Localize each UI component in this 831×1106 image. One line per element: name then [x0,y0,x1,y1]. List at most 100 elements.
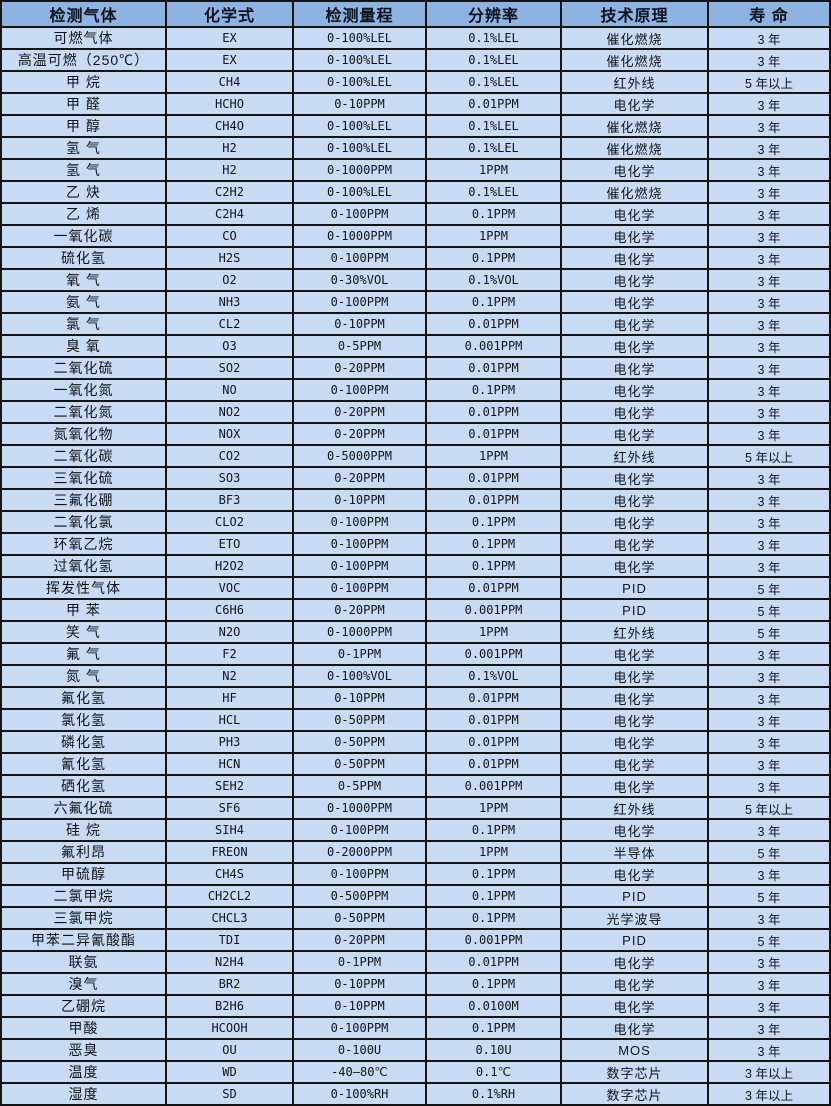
gas-name-cell: 氮 气 [0,664,167,688]
gas-name-cell: 联氨 [0,950,167,974]
gas-name-cell: 二氧化氯 [0,510,167,534]
principle-cell: 电化学 [560,686,709,710]
gas-name-cell: 乙 烯 [0,202,167,226]
gas-name-cell: 三氯甲烷 [0,906,167,930]
lifespan-cell: 3 年 [707,26,831,50]
gas-name-cell: 温度 [0,1060,167,1084]
range-cell: 0-1PPM [292,950,427,974]
lifespan-cell: 3 年 [707,774,831,798]
gas-name-cell: 过氧化氢 [0,554,167,578]
formula-cell: SIH4 [165,818,294,842]
table-row: 三氟化硼 BF3 0-10PPM 0.01PPM 电化学 3 年 [0,488,831,512]
column-header-lifespan: 寿 命 [707,0,831,28]
range-cell: 0-100PPM [292,378,427,402]
formula-cell: EX [165,48,294,72]
range-cell: -40—80℃ [292,1060,427,1084]
principle-cell: 红外线 [560,796,709,820]
formula-cell: CH4 [165,70,294,94]
principle-cell: 电化学 [560,466,709,490]
gas-name-cell: 溴气 [0,972,167,996]
table-row: 甲苯二异氰酸酯 TDI 0-20PPM 0.001PPM PID 5 年 [0,928,831,952]
principle-cell: 数字芯片 [560,1082,709,1106]
lifespan-cell: 3 年 [707,1016,831,1040]
formula-cell: NO2 [165,400,294,424]
lifespan-cell: 3 年 [707,554,831,578]
lifespan-cell: 3 年 [707,422,831,446]
range-cell: 0-1000PPM [292,224,427,248]
resolution-cell: 0.001PPM [425,642,562,666]
principle-cell: 红外线 [560,444,709,468]
range-cell: 0-100%RH [292,1082,427,1106]
table-row: 三氯甲烷 CHCL3 0-50PPM 0.1PPM 光学波导 3 年 [0,906,831,930]
lifespan-cell: 3 年 [707,730,831,754]
formula-cell: CH4O [165,114,294,138]
formula-cell: SO3 [165,466,294,490]
gas-name-cell: 挥发性气体 [0,576,167,600]
resolution-cell: 0.1PPM [425,972,562,996]
resolution-cell: 1PPM [425,158,562,182]
principle-cell: 电化学 [560,730,709,754]
resolution-cell: 0.1%LEL [425,26,562,50]
resolution-cell: 0.01PPM [425,488,562,512]
formula-cell: HCHO [165,92,294,116]
table-row: 氢 气 H2 0-100%LEL 0.1%LEL 催化燃烧 3 年 [0,136,831,160]
table-row: 氟 气 F2 0-1PPM 0.001PPM 电化学 3 年 [0,642,831,666]
gas-name-cell: 硅 烷 [0,818,167,842]
principle-cell: 电化学 [560,422,709,446]
resolution-cell: 0.1%LEL [425,70,562,94]
resolution-cell: 0.1PPM [425,510,562,534]
lifespan-cell: 3 年 [707,136,831,160]
table-row: 高温可燃（250℃） EX 0-100%LEL 0.1%LEL 催化燃烧 3 年 [0,48,831,72]
table-row: 乙硼烷 B2H6 0-10PPM 0.0100M 电化学 3 年 [0,994,831,1018]
principle-cell: 半导体 [560,840,709,864]
resolution-cell: 0.01PPM [425,92,562,116]
principle-cell: 电化学 [560,488,709,512]
principle-cell: PID [560,884,709,908]
principle-cell: 电化学 [560,202,709,226]
gas-name-cell: 氮氧化物 [0,422,167,446]
range-cell: 0-20PPM [292,356,427,380]
resolution-cell: 0.01PPM [425,400,562,424]
range-cell: 0-1000PPM [292,796,427,820]
resolution-cell: 0.01PPM [425,752,562,776]
lifespan-cell: 3 年 [707,290,831,314]
table-row: 恶臭 OU 0-100U 0.10U MOS 3 年 [0,1038,831,1062]
table-row: 过氧化氢 H2O2 0-100PPM 0.1PPM 电化学 3 年 [0,554,831,578]
range-cell: 0-10PPM [292,92,427,116]
principle-cell: 催化燃烧 [560,26,709,50]
gas-name-cell: 二氧化硫 [0,356,167,380]
range-cell: 0-1000PPM [292,158,427,182]
range-cell: 0-10PPM [292,972,427,996]
gas-name-cell: 氰化氢 [0,752,167,776]
table-row: 氯 气 CL2 0-10PPM 0.01PPM 电化学 3 年 [0,312,831,336]
formula-cell: NH3 [165,290,294,314]
range-cell: 0-1000PPM [292,620,427,644]
gas-name-cell: 氢 气 [0,158,167,182]
gas-name-cell: 一氧化氮 [0,378,167,402]
resolution-cell: 0.1PPM [425,1016,562,1040]
resolution-cell: 0.1%LEL [425,114,562,138]
formula-cell: HCOOH [165,1016,294,1040]
range-cell: 0-50PPM [292,752,427,776]
resolution-cell: 0.1PPM [425,884,562,908]
formula-cell: BF3 [165,488,294,512]
range-cell: 0-100PPM [292,510,427,534]
principle-cell: 电化学 [560,752,709,776]
principle-cell: 电化学 [560,708,709,732]
gas-name-cell: 氯化氢 [0,708,167,732]
formula-cell: OU [165,1038,294,1062]
table-row: 乙 烯 C2H4 0-100PPM 0.1PPM 电化学 3 年 [0,202,831,226]
principle-cell: 电化学 [560,312,709,336]
principle-cell: 催化燃烧 [560,114,709,138]
range-cell: 0-100PPM [292,554,427,578]
principle-cell: 电化学 [560,92,709,116]
resolution-cell: 0.1PPM [425,818,562,842]
formula-cell: B2H6 [165,994,294,1018]
lifespan-cell: 3 年以上 [707,1060,831,1084]
resolution-cell: 0.01PPM [425,686,562,710]
principle-cell: 光学波导 [560,906,709,930]
lifespan-cell: 3 年 [707,312,831,336]
formula-cell: WD [165,1060,294,1084]
formula-cell: CO2 [165,444,294,468]
lifespan-cell: 3 年 [707,114,831,138]
